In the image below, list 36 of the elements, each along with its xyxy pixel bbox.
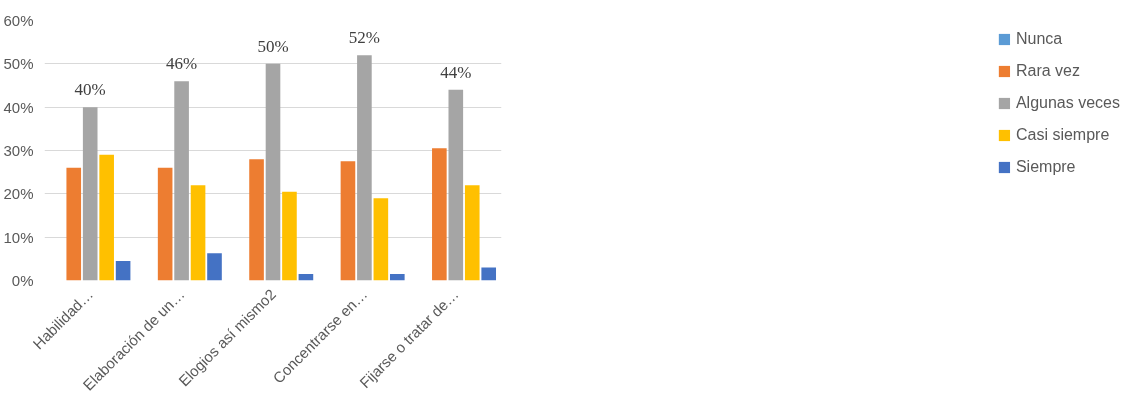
bar: [282, 191, 297, 281]
y-tick-label: 10%: [3, 228, 34, 246]
bar: [357, 55, 372, 281]
bar: [99, 154, 114, 281]
data-label: 52%: [348, 28, 380, 48]
y-tick-label: 20%: [3, 185, 34, 203]
bar: [115, 261, 131, 281]
legend-label: Algunas veces: [1015, 94, 1120, 112]
bar: [481, 267, 497, 281]
legend-label: Siempre: [1015, 158, 1076, 176]
data-label: 50%: [257, 36, 289, 56]
bar: [432, 148, 447, 281]
data-label: 44%: [440, 62, 472, 82]
bar: [389, 274, 405, 281]
y-tick-label: 0%: [11, 272, 34, 289]
legend-label: Nunca: [1015, 30, 1063, 48]
bar: [66, 167, 82, 281]
data-label: 40%: [74, 80, 106, 100]
bar: [340, 161, 356, 281]
data-label: 46%: [166, 54, 198, 74]
bar: [82, 107, 98, 281]
legend-label: Rara vez: [1015, 62, 1080, 80]
y-tick-label: 50%: [3, 55, 34, 73]
bar: [448, 89, 464, 281]
legend-label: Casi siempre: [1015, 126, 1110, 144]
y-tick-label: 40%: [3, 98, 34, 116]
bar: [157, 167, 173, 281]
bar: [207, 253, 222, 281]
y-tick-label: 30%: [3, 142, 34, 159]
bar: [464, 185, 480, 281]
bar: [265, 63, 281, 281]
y-tick-label: 60%: [3, 12, 34, 29]
bar: [190, 185, 206, 281]
bar: [249, 159, 264, 281]
bar: [373, 198, 389, 281]
bar: [174, 81, 189, 281]
